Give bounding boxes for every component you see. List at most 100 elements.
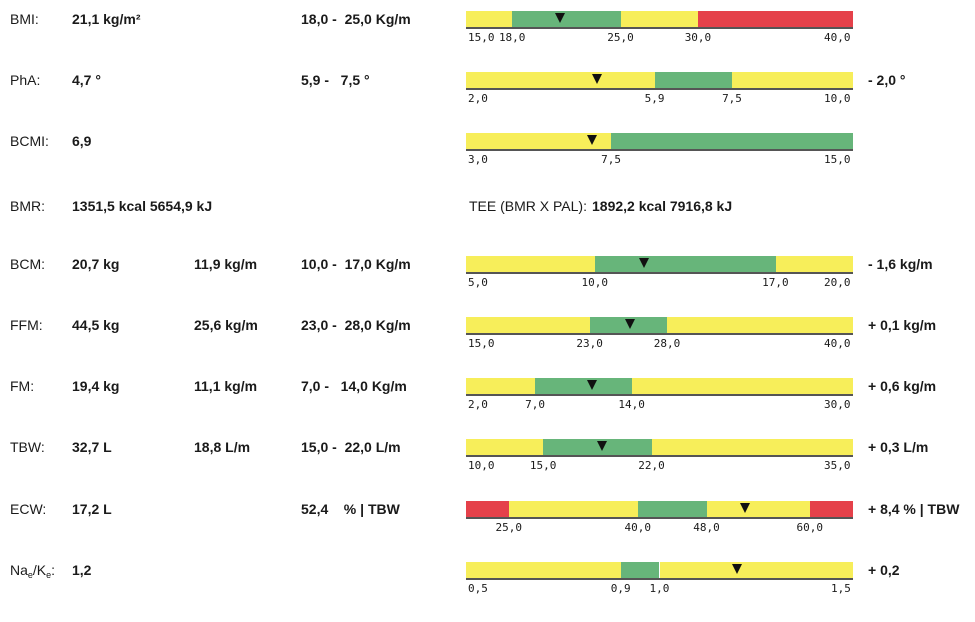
bcmi-range-bar: 3,0 7,5 15,0 [466, 133, 853, 166]
scale-tick-label: 5,0 [468, 276, 488, 289]
scale-tick-label: 25,0 [607, 31, 634, 44]
scale-tick-label: 15,0 [468, 337, 495, 350]
na-k-deviation: + 0,2 [868, 562, 900, 578]
tbw-range-bar: 10,0 15,0 22,0 35,0 [466, 439, 853, 472]
scale-tick-label: 5,9 [644, 92, 665, 105]
scale-tick-label: 35,0 [824, 459, 851, 472]
value-marker-icon [586, 380, 597, 390]
tbw-deviation: + 0,3 L/m [868, 439, 929, 455]
bmr-label: BMR: [10, 198, 45, 214]
range-segment-yellow [466, 439, 544, 455]
pha-value: 4,7 ° [72, 72, 101, 88]
scale-tick-label: 1,5 [831, 582, 851, 595]
pha-range: 5,9 - 7,5 ° [301, 72, 370, 88]
row-tbw: TBW: 32,7 L 18,8 L/m 15,0 - 22,0 L/m 10,… [0, 439, 975, 499]
bmi-range: 18,0 - 25,0 Kg/m [301, 11, 411, 27]
bcm-index: 11,9 kg/m [194, 256, 258, 272]
tbw-label: TBW: [10, 439, 45, 455]
scale-tick-label: 25,0 [495, 521, 523, 534]
bcm-range-bar: 5,0 10,0 17,0 20,0 [466, 256, 853, 289]
range-segment-yellow [620, 11, 699, 27]
scale-tick-label: 48,0 [693, 521, 720, 534]
range-segment-yellow [466, 562, 621, 578]
scale-tick-label: 2,0 [468, 92, 488, 105]
ffm-value: 44,5 kg [72, 317, 120, 333]
range-segment-yellow [466, 317, 590, 333]
scale-tick-label: 2,0 [468, 398, 488, 411]
fm-index: 11,1 kg/m [194, 378, 258, 394]
tee-value: 1892,2 kcal 7916,8 kJ [592, 198, 733, 214]
fm-label: FM: [10, 378, 35, 394]
ecw-range: 52,4 % | TBW [301, 501, 400, 517]
value-marker-icon [639, 258, 650, 268]
na-k-value: 1,2 [72, 562, 92, 578]
scale-tick-label: 0,5 [468, 582, 488, 595]
scale-tick-label: 40,0 [624, 521, 652, 534]
bmi-range-bar: 15,0 18,0 25,0 30,0 40,0 [466, 11, 853, 44]
scale-tick-label: 40,0 [824, 337, 851, 350]
scale-tick-label: 30,0 [824, 398, 851, 411]
scale-tick-label: 10,0 [468, 459, 495, 472]
range-segment-green [638, 501, 707, 517]
scale-tick-label: 1,0 [649, 582, 670, 595]
bmr-value: 1351,5 kcal 5654,9 kJ [72, 198, 213, 214]
row-bcm: BCM: 20,7 kg 11,9 kg/m 10,0 - 17,0 Kg/m … [0, 256, 975, 316]
value-marker-icon [591, 74, 602, 84]
scale-tick-label: 0,9 [610, 582, 631, 595]
row-pha: PhA: 4,7 ° 5,9 - 7,5 ° 2,0 5,9 7,5 10,0 - 2… [0, 72, 975, 132]
scale-tick-label: 15,0 [468, 31, 495, 44]
scale-tick-label: 15,0 [529, 459, 557, 472]
scale-tick-label: 10,0 [824, 92, 851, 105]
scale-tick-label: 7,0 [525, 398, 545, 411]
tbw-index: 18,8 L/m [194, 439, 251, 455]
row-bmr: BMR: 1351,5 kcal 5654,9 kJ TEE (BMR X PA… [0, 198, 975, 258]
range-segment-yellow [466, 11, 513, 27]
range-segment-green [620, 562, 660, 578]
scale-tick-label: 20,0 [824, 276, 851, 289]
range-segment-yellow [466, 378, 536, 394]
ffm-index: 25,6 kg/m [194, 317, 258, 333]
ffm-range: 23,0 - 28,0 Kg/m [301, 317, 411, 333]
range-segment-yellow [509, 501, 638, 517]
scale-tick-label: 10,0 [581, 276, 609, 289]
row-fm: FM: 19,4 kg 11,1 kg/m 7,0 - 14,0 Kg/m 2,… [0, 378, 975, 438]
range-segment-green [512, 11, 621, 27]
row-ecw: ECW: 17,2 L 52,4 % | TBW 25,0 40,0 48,0 60,… [0, 501, 975, 561]
row-ffm: FFM: 44,5 kg 25,6 kg/m 23,0 - 28,0 Kg/m … [0, 317, 975, 377]
bmi-label: BMI: [10, 11, 39, 27]
scale-tick-label: 7,5 [722, 92, 742, 105]
pha-deviation: - 2,0 ° [868, 72, 906, 88]
range-segment-green [595, 256, 776, 272]
range-segment-yellow [775, 256, 853, 272]
value-marker-icon [731, 564, 742, 574]
value-marker-icon [597, 441, 608, 451]
range-segment-red [466, 501, 509, 517]
scale-tick-label: 28,0 [653, 337, 681, 350]
value-marker-icon [739, 503, 750, 513]
pha-range-bar: 2,0 5,9 7,5 10,0 [466, 72, 853, 105]
ecw-range-bar: 25,0 40,0 48,0 60,0 [466, 501, 853, 534]
range-segment-green [611, 133, 853, 149]
scale-tick-label: 23,0 [576, 337, 603, 350]
fm-range: 7,0 - 14,0 Kg/m [301, 378, 407, 394]
ecw-value: 17,2 L [72, 501, 112, 517]
range-segment-green [654, 72, 733, 88]
scale-tick-label: 3,0 [468, 153, 488, 166]
ecw-deviation: + 8,4 % | TBW [868, 501, 960, 517]
range-segment-yellow [706, 501, 810, 517]
bcmi-label: BCMI: [10, 133, 49, 149]
ecw-label: ECW: [10, 501, 47, 517]
bcm-range: 10,0 - 17,0 Kg/m [301, 256, 411, 272]
row-na-k-ratio: Nae/Ke: 1,2 0,5 0,9 1,0 1,5 + 0,2 [0, 562, 975, 622]
fm-deviation: + 0,6 kg/m [868, 378, 937, 394]
tee-label: TEE (BMR X PAL): [469, 198, 587, 214]
scale-tick-label: 15,0 [824, 153, 851, 166]
range-segment-yellow [466, 256, 595, 272]
range-segment-yellow [651, 439, 853, 455]
scale-tick-label: 18,0 [498, 31, 526, 44]
na-k-range-bar: 0,5 0,9 1,0 1,5 [466, 562, 853, 595]
bmi-value: 21,1 kg/m² [72, 11, 141, 27]
pha-label: PhA: [10, 72, 41, 88]
row-bmi: BMI: 21,1 kg/m² 18,0 - 25,0 Kg/m 15,0 18,… [0, 11, 975, 71]
scale-tick-label: 30,0 [684, 31, 712, 44]
